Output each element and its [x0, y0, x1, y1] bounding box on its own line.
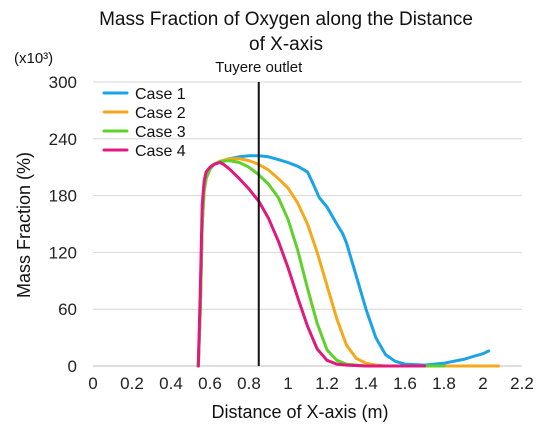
x-tick-label: 0.6	[198, 374, 222, 393]
y-tick-label: 60	[58, 300, 77, 319]
legend-label: Case 3	[135, 124, 186, 141]
y-tick-labels: 0 60 120 180 240 300	[49, 73, 77, 376]
legend-label: Case 4	[135, 143, 186, 160]
x-tick-label: 0.2	[120, 374, 144, 393]
series-line-case-4	[196, 161, 426, 368]
x-tick-label: 1.6	[393, 374, 417, 393]
legend-label: Case 1	[135, 86, 186, 103]
annotation-label: Tuyere outlet	[215, 59, 303, 76]
x-tick-label: 1	[283, 374, 292, 393]
x-tick-label: 1.8	[432, 374, 456, 393]
series-line-case-2	[196, 157, 501, 368]
chart-title-line-1: Mass Fraction of Oxygen along the Distan…	[99, 9, 473, 30]
x-tick-label: 2	[478, 374, 487, 393]
x-tick-label: 2.2	[510, 374, 534, 393]
legend-label: Case 2	[135, 105, 186, 122]
chart-title-line-2: of X-axis	[249, 34, 323, 55]
x-tick-label: 0	[88, 374, 97, 393]
y-tick-label: 0	[68, 357, 77, 376]
x-tick-label: 0.4	[159, 374, 183, 393]
y-multiplier-label: (x10³)	[14, 50, 53, 67]
y-tick-label: 240	[49, 130, 77, 149]
x-tick-label: 0.8	[237, 374, 261, 393]
gridlines	[93, 81, 522, 310]
y-tick-label: 120	[49, 243, 77, 262]
series-lines	[196, 154, 501, 368]
x-axis-label: Distance of X-axis (m)	[211, 402, 388, 422]
legend: Case 1 Case 2 Case 3 Case 4	[102, 86, 186, 160]
y-tick-label: 180	[49, 187, 77, 206]
y-axis-label: Mass Fraction (%)	[14, 152, 34, 298]
x-tick-label: 1.2	[315, 374, 339, 393]
y-tick-label: 300	[49, 73, 77, 92]
x-tick-labels: 0 0.2 0.4 0.6 0.8 1 1.2 1.4 1.6 1.8 2 2.2	[88, 374, 534, 393]
annotation-layer: Tuyere outlet	[215, 59, 303, 366]
x-tick-label: 1.4	[354, 374, 378, 393]
